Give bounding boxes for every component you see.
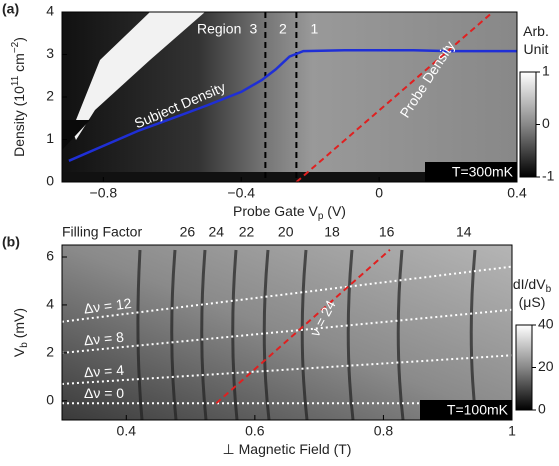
colorbar-tick-label: -1 (542, 168, 555, 184)
plot-frame (61, 244, 513, 421)
heatmap-b-stripes (136, 249, 478, 421)
x-tick-label: 0.6 (245, 423, 265, 439)
region-name: 3 (249, 21, 257, 37)
y-tick-label: 4 (46, 296, 54, 312)
region-name: 2 (279, 21, 287, 37)
region-label: Region (197, 21, 241, 37)
heatmap-a-dark (62, 120, 90, 150)
y-tick-label: 2 (46, 88, 54, 104)
series-line (215, 249, 391, 404)
y-tick-label: 2 (46, 344, 54, 360)
annotation-box (420, 400, 512, 420)
colorbar-title-part: dI/dV (513, 276, 546, 292)
colorbar-tick-label: 20 (538, 358, 554, 374)
y-axis-label: Density (1011 cm−2) (10, 37, 27, 157)
colorbar-title-part: b (546, 284, 552, 295)
top-tick-label: 14 (456, 224, 472, 240)
x-axis-label-part: (V) (323, 203, 346, 219)
x-tick-label: 0.4 (117, 423, 137, 439)
y-axis-label-part: −2 (10, 41, 21, 53)
colorbar-title: (μS) (519, 294, 546, 310)
colorbar-tick-label: 0 (542, 115, 550, 131)
annotation: T=100mK (447, 402, 509, 418)
series-line (61, 308, 513, 354)
colorbar (515, 324, 533, 411)
x-tick-label: 0.8 (374, 423, 394, 439)
heatmap-b (62, 245, 512, 420)
panel-label: (a) (2, 1, 19, 17)
colorbar-tick-label: 1 (542, 63, 550, 79)
y-axis-label-part: ) (11, 37, 27, 42)
y-axis-label-part: V (11, 347, 27, 357)
x-axis-label-part: Probe Gate V (233, 203, 318, 219)
top-tick-label: 16 (379, 224, 395, 240)
colorbar (519, 71, 537, 178)
top-tick-label: 26 (180, 224, 196, 240)
annotation-box (425, 162, 517, 182)
x-tick-label: 1 (508, 423, 516, 439)
x-axis-label-part: ⊥ Magnetic Field (T) (223, 441, 352, 457)
y-axis-label-part: cm (11, 53, 27, 76)
y-tick-label: 0 (46, 392, 54, 408)
top-tick-label: 24 (208, 224, 224, 240)
series-line (295, 11, 494, 183)
heatmap-a-band (62, 172, 517, 182)
x-axis-label-part: p (318, 211, 324, 222)
x-tick-label: −0.4 (227, 185, 255, 201)
colorbar-title: Arb. (523, 23, 549, 39)
y-tick-label: 4 (46, 3, 54, 19)
y-tick-label: 0 (46, 173, 54, 189)
series-line (61, 265, 513, 323)
y-tick-label: 1 (46, 130, 54, 146)
colorbar-title-part: Arb. (523, 23, 549, 39)
top-tick-label: 22 (239, 224, 255, 240)
top-tick-label: 20 (278, 224, 294, 240)
colorbar-title-part: (μS) (519, 294, 546, 310)
panel-label: (b) (2, 234, 20, 250)
series-line (61, 354, 513, 385)
colorbar-tick-label: 0 (538, 401, 546, 417)
y-axis-label-part: (mV) (11, 308, 27, 342)
x-tick-label: 0.4 (507, 185, 527, 201)
series-name: Δν = 8 (83, 329, 125, 349)
x-axis-label: Probe Gate Vp (V) (233, 203, 346, 222)
heatmap-a-blob (72, 12, 205, 140)
top-axis-label: Filling Factor (62, 224, 142, 240)
colorbar-title-part: Unit (524, 41, 549, 57)
top-tick-label: 18 (324, 224, 340, 240)
colorbar-title: dI/dVb (513, 276, 552, 295)
series-name: Δν = 12 (83, 295, 133, 317)
x-tick-label: −0.8 (90, 185, 118, 201)
series-name: Δν = 4 (83, 362, 124, 381)
colorbar-title: Unit (524, 41, 549, 57)
annotation: T=300mK (452, 164, 514, 180)
series-line (68, 49, 517, 162)
x-tick-label: 0 (375, 185, 383, 201)
y-tick-label: 6 (46, 248, 54, 264)
y-axis-label-part: b (19, 342, 30, 348)
y-axis-label-part: 11 (10, 75, 21, 86)
series-name: Δν = 0 (84, 385, 124, 401)
y-axis-label-part: Density (10 (11, 86, 27, 157)
x-axis-label: ⊥ Magnetic Field (T) (223, 441, 352, 457)
y-tick-label: 3 (46, 45, 54, 61)
region-name: 1 (310, 21, 318, 37)
colorbar-tick-label: 40 (538, 316, 554, 332)
y-axis-label: Vb (mV) (11, 308, 30, 357)
